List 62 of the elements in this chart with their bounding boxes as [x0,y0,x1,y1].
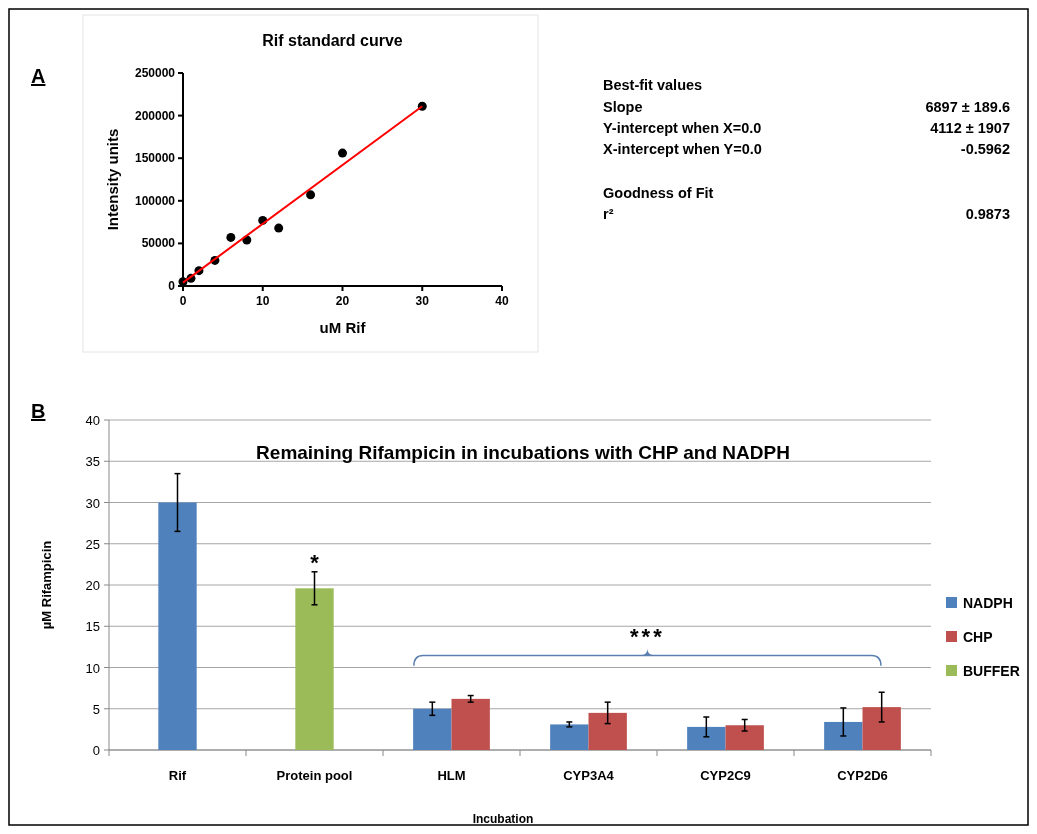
y-tick-label: 150000 [134,151,176,166]
y-axis-title: Intensity units [104,128,121,231]
text: B [31,400,46,422]
bar [824,721,863,750]
chart-title: Rif standard curve [262,32,403,49]
x-tick-label: 40 [495,294,509,308]
text: X-intercept when Y=0.0 [603,141,762,157]
bar [588,712,627,750]
x-tick-label: 30 [415,294,430,308]
bar [725,725,764,750]
y-tick-label: 0 [92,743,100,758]
point [226,232,236,242]
text: Goodness of Fit [603,185,714,201]
text: Slope [603,99,643,115]
y-tick-label: 25 [85,536,100,552]
bar [687,726,726,750]
y-tick-label: 20 [85,578,100,593]
x-tick-label: Protein pool [276,768,353,783]
text: Y-intercept when X=0.0 [603,120,762,136]
annotation: * [310,550,320,576]
x-tick-label: CYP3A4 [563,768,615,783]
bar [550,724,589,750]
y-axis-title: µM Rifampicin [39,540,54,630]
annotation: *** [630,623,665,649]
x-tick-label: CYP2D6 [837,768,888,783]
bar [451,698,490,750]
y-tick-label: 5 [92,701,100,717]
text: Best-fit values [603,77,703,93]
x-tick-label: 20 [335,294,350,308]
y-tick-label: 200000 [134,108,176,123]
y-tick-label: 40 [85,413,100,428]
text: 4112 ± 1907 [930,120,1010,136]
x-tick-label: CYP2C9 [700,768,751,783]
text: r² [603,206,614,222]
x-tick-label: Rif [168,768,187,783]
point [274,223,284,233]
y-tick-label: 10 [85,660,100,676]
x-tick-label: 10 [256,294,270,308]
x-tick-label: 0 [179,294,187,308]
y-tick-label: 35 [85,454,100,470]
text: 6897 ± 189.6 [925,99,1010,115]
y-tick-label: 50000 [141,236,176,251]
text: A [31,65,46,87]
legend-label: BUFFER [963,663,1020,679]
point [306,190,316,200]
y-tick-label: 15 [85,619,100,635]
bar [862,707,901,750]
bar [295,588,334,750]
y-tick-label: 30 [85,495,100,511]
x-axis-title: uM Rif [319,319,367,336]
text: -0.5962 [960,141,1010,157]
x-axis-title: Incubation [472,812,534,826]
legend-label: NADPH [963,595,1013,611]
text: 0.9873 [965,206,1010,222]
point [338,148,347,158]
y-tick-label: 0 [168,279,176,293]
bar [413,708,452,750]
text: Remaining Rifampicin in incubations with CHP and NADPH [256,442,790,463]
legend-label: CHP [963,629,993,645]
y-tick-label: 250000 [134,66,176,80]
x-tick-label: HLM [437,768,466,783]
y-tick-label: 100000 [134,193,176,208]
